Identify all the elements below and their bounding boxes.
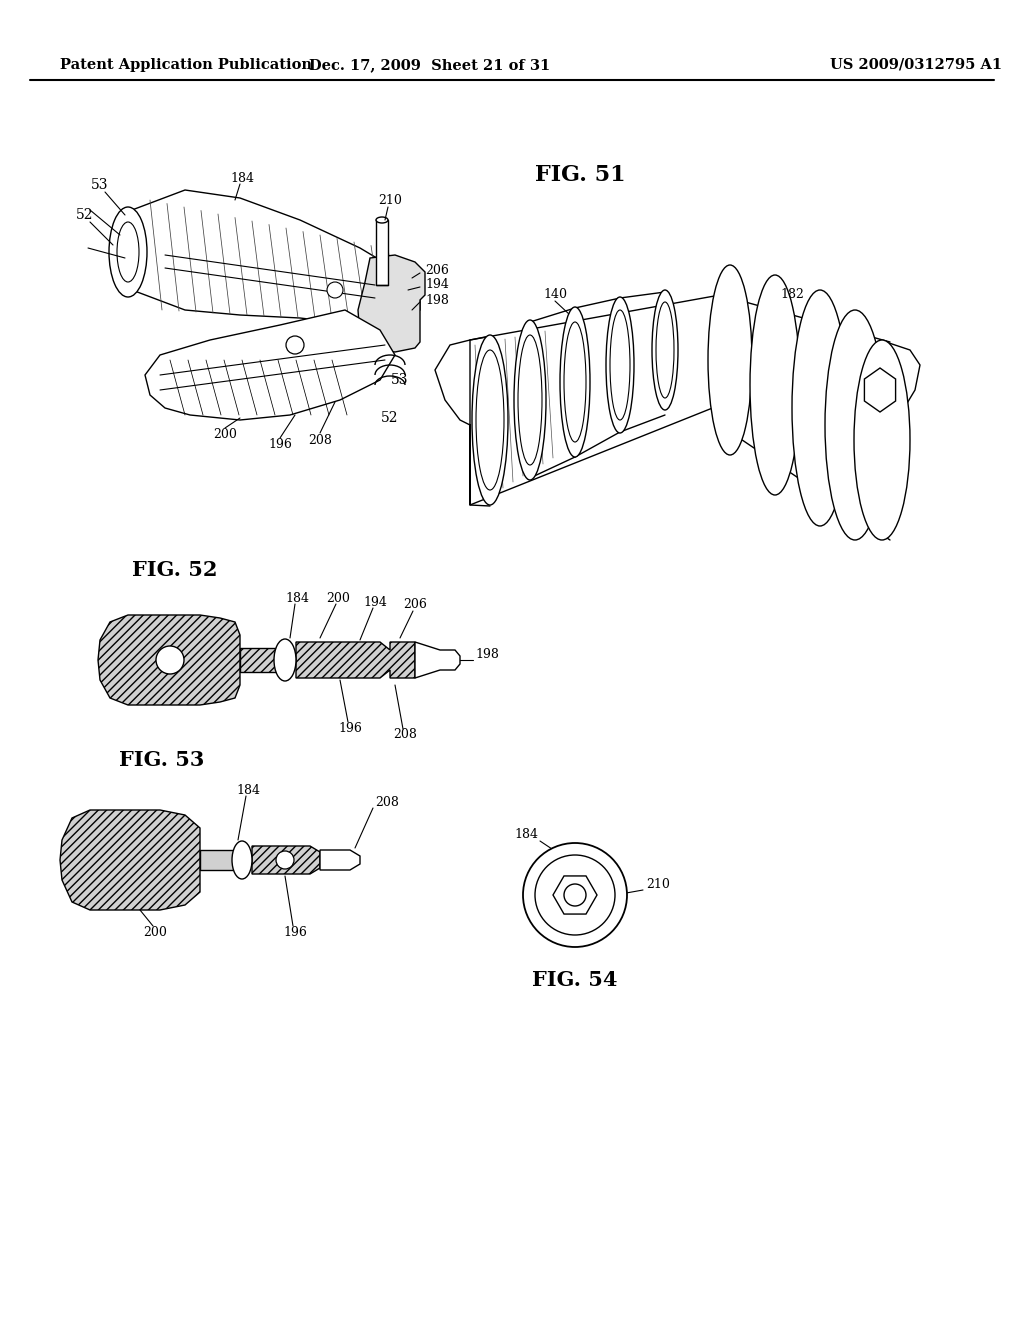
Circle shape xyxy=(523,843,627,946)
Ellipse shape xyxy=(472,335,508,506)
Ellipse shape xyxy=(117,222,139,282)
Polygon shape xyxy=(98,615,240,705)
Text: 206: 206 xyxy=(425,264,449,276)
Ellipse shape xyxy=(274,639,296,681)
Ellipse shape xyxy=(610,310,630,420)
Ellipse shape xyxy=(560,308,590,457)
Ellipse shape xyxy=(792,290,848,525)
Polygon shape xyxy=(145,310,395,420)
Circle shape xyxy=(156,645,184,675)
Text: 52: 52 xyxy=(76,209,94,222)
Text: FIG. 52: FIG. 52 xyxy=(132,560,218,579)
Text: 200: 200 xyxy=(143,925,167,939)
Text: 184: 184 xyxy=(514,829,538,842)
Text: 200: 200 xyxy=(326,591,350,605)
Text: 196: 196 xyxy=(283,925,307,939)
Ellipse shape xyxy=(606,297,634,433)
Text: 208: 208 xyxy=(375,796,399,808)
Ellipse shape xyxy=(656,302,674,399)
Text: 52: 52 xyxy=(381,411,398,425)
Circle shape xyxy=(535,855,615,935)
Text: 194: 194 xyxy=(425,279,449,292)
Ellipse shape xyxy=(232,841,252,879)
Ellipse shape xyxy=(514,319,546,480)
Text: FIG. 53: FIG. 53 xyxy=(120,750,205,770)
Circle shape xyxy=(564,884,586,906)
Text: FIG. 54: FIG. 54 xyxy=(532,970,617,990)
Text: FIG. 51: FIG. 51 xyxy=(535,164,626,186)
Text: Patent Application Publication: Patent Application Publication xyxy=(60,58,312,73)
Ellipse shape xyxy=(376,216,388,223)
Ellipse shape xyxy=(518,335,542,465)
Ellipse shape xyxy=(652,290,678,411)
Polygon shape xyxy=(553,876,597,913)
Text: 184: 184 xyxy=(285,591,309,605)
Text: Dec. 17, 2009  Sheet 21 of 31: Dec. 17, 2009 Sheet 21 of 31 xyxy=(309,58,551,73)
Polygon shape xyxy=(200,850,240,870)
Polygon shape xyxy=(435,341,470,506)
Ellipse shape xyxy=(854,341,910,540)
Polygon shape xyxy=(358,255,425,352)
Text: 184: 184 xyxy=(236,784,260,796)
Ellipse shape xyxy=(825,310,885,540)
Circle shape xyxy=(276,851,294,869)
Polygon shape xyxy=(296,642,415,678)
Text: 210: 210 xyxy=(646,879,670,891)
Circle shape xyxy=(327,282,343,298)
Text: 184: 184 xyxy=(230,172,254,185)
Ellipse shape xyxy=(564,322,586,442)
Text: 208: 208 xyxy=(393,729,417,742)
Text: 53: 53 xyxy=(91,178,109,191)
Polygon shape xyxy=(319,850,360,870)
Text: US 2009/0312795 A1: US 2009/0312795 A1 xyxy=(830,58,1002,73)
Polygon shape xyxy=(376,220,388,285)
Text: 196: 196 xyxy=(338,722,361,734)
Polygon shape xyxy=(835,341,920,445)
Text: 182: 182 xyxy=(780,289,804,301)
Text: 206: 206 xyxy=(403,598,427,611)
Polygon shape xyxy=(864,368,896,412)
Text: 198: 198 xyxy=(425,293,449,306)
Text: 53: 53 xyxy=(391,374,409,387)
Text: 194: 194 xyxy=(364,595,387,609)
Ellipse shape xyxy=(708,265,752,455)
Polygon shape xyxy=(415,642,460,678)
Polygon shape xyxy=(60,810,200,909)
Text: 196: 196 xyxy=(268,438,292,451)
Circle shape xyxy=(286,337,304,354)
Ellipse shape xyxy=(109,207,147,297)
Ellipse shape xyxy=(750,275,800,495)
Polygon shape xyxy=(120,190,420,325)
Polygon shape xyxy=(252,846,319,874)
Text: 198: 198 xyxy=(475,648,499,661)
Ellipse shape xyxy=(476,350,504,490)
Text: 200: 200 xyxy=(213,429,237,441)
Text: 210: 210 xyxy=(378,194,402,206)
Polygon shape xyxy=(240,648,285,672)
Text: 208: 208 xyxy=(308,433,332,446)
Text: 140: 140 xyxy=(543,289,567,301)
